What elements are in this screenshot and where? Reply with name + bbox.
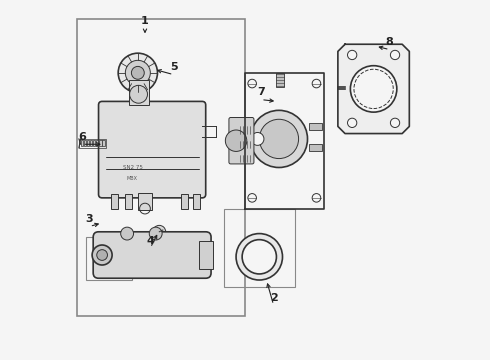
Text: 5: 5 [170,63,177,72]
Bar [86,237,132,280]
Bar [79,139,106,148]
Bar [90,140,92,146]
Bar [181,194,188,208]
Circle shape [391,50,400,60]
Circle shape [131,66,144,79]
Circle shape [391,118,400,127]
Text: 6: 6 [78,132,86,142]
Circle shape [236,234,283,280]
Bar [238,155,252,162]
Polygon shape [338,44,409,134]
Bar [111,194,118,208]
Bar [238,141,252,148]
Circle shape [242,240,276,274]
Bar [81,140,83,146]
Circle shape [347,50,357,60]
Bar [309,144,322,152]
Circle shape [225,130,247,152]
Bar [87,140,89,146]
FancyBboxPatch shape [98,102,206,198]
Bar [93,140,96,146]
Circle shape [153,225,166,238]
Text: SN2 75: SN2 75 [122,165,143,170]
Circle shape [259,119,298,158]
Circle shape [350,66,397,112]
Bar [99,140,101,146]
Bar [77,19,245,316]
Circle shape [118,53,157,93]
Bar [84,140,86,146]
FancyBboxPatch shape [93,232,211,278]
Bar [102,140,104,146]
Text: 7: 7 [257,87,265,98]
Text: MBX: MBX [127,176,138,181]
Circle shape [130,85,147,103]
Bar [125,194,132,208]
Circle shape [149,227,162,240]
Circle shape [97,249,107,260]
Circle shape [92,245,112,265]
Bar [193,194,200,208]
Circle shape [125,60,150,85]
Circle shape [251,132,264,145]
FancyBboxPatch shape [229,117,254,164]
Circle shape [354,69,393,109]
Text: 1: 1 [141,16,149,26]
Bar [276,73,284,87]
Circle shape [250,111,308,167]
Bar [138,193,152,210]
Bar [223,208,295,287]
Text: 8: 8 [386,37,393,48]
Bar [198,241,213,269]
Bar [238,126,252,134]
Bar [309,123,322,130]
Bar [129,80,148,105]
Bar [96,140,98,146]
Text: 3: 3 [86,214,94,224]
Text: 4: 4 [147,236,154,246]
Text: 2: 2 [270,293,277,303]
Circle shape [347,118,357,127]
Circle shape [121,227,134,240]
